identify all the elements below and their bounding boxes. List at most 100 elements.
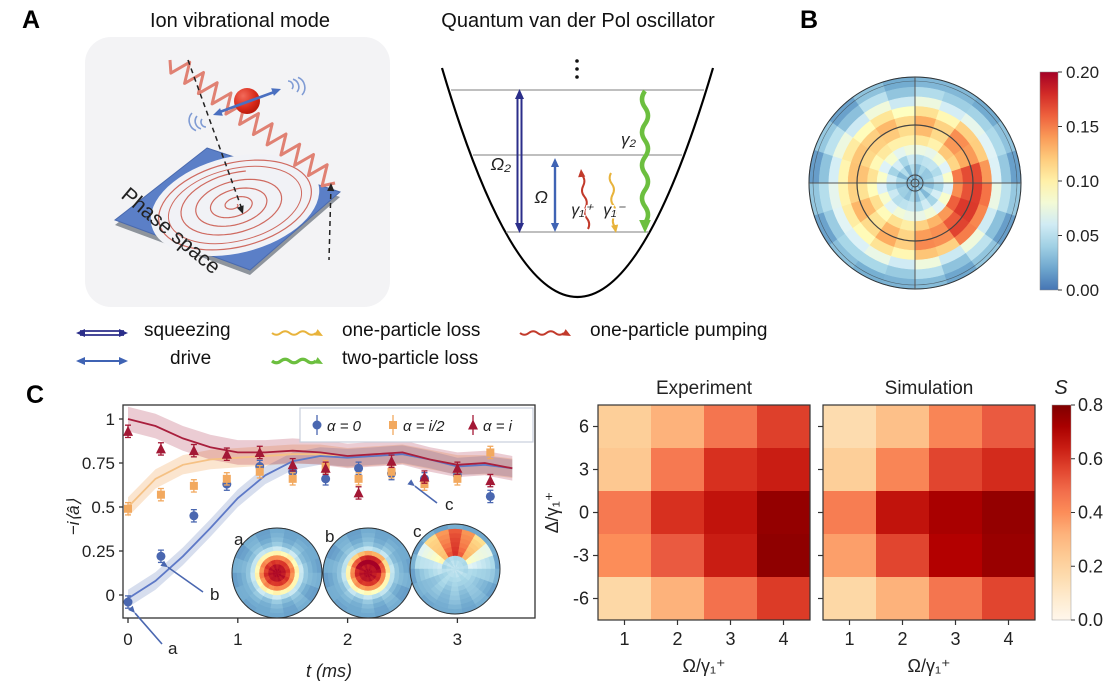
spring-coil [168, 59, 336, 188]
colorbar-gradient [1051, 404, 1072, 621]
data-point [420, 480, 429, 489]
polar-sector [450, 586, 460, 593]
colorbar-tick-label: 0.00 [1066, 281, 1099, 300]
heatmap-cell [598, 577, 651, 620]
heatmap-cell [982, 405, 1035, 448]
gamma1-plus-label: γ₁⁺ [571, 202, 594, 219]
y-tick-label: 1 [106, 410, 115, 429]
wavy [271, 357, 317, 365]
x-tick-label: 2 [672, 629, 682, 649]
motion-arcs [287, 80, 294, 90]
motion-arcs [292, 78, 300, 93]
annotation-label: b [210, 585, 219, 604]
polar-sector [362, 594, 374, 601]
heatmap-cell [757, 577, 810, 620]
y-axis-label: −i⟨â⟩ [65, 498, 83, 535]
two-particle-loss-icon [271, 357, 323, 365]
data-point [320, 462, 331, 473]
one-particle-pumping-label: one-particle pumping [590, 320, 768, 341]
projection-arrowhead [236, 205, 244, 214]
heatmap-cell [598, 405, 651, 448]
ellipsis-dot [575, 67, 579, 71]
heatmap-cell [823, 534, 876, 577]
colorbar-title: S [1054, 378, 1068, 399]
polar-outline-inner [812, 80, 1018, 286]
heatmap-cell [876, 534, 929, 577]
polar-sector [272, 549, 282, 556]
panel-b-label: B [800, 6, 819, 34]
y-tick-label: 3 [579, 460, 589, 480]
x-tick-label: 1 [844, 629, 854, 649]
y-tick-label: 0.75 [82, 454, 115, 473]
pumping-wavy-arrow [581, 174, 591, 230]
colorbar-gradient [1039, 71, 1059, 291]
polar-sector [362, 545, 374, 552]
heatmap-cell [704, 534, 757, 577]
data-point [485, 475, 496, 486]
heatmap-cell [823, 577, 876, 620]
data-point [453, 474, 462, 483]
legend-series-label: α = i [483, 418, 513, 435]
motion-arcs [200, 118, 207, 128]
colorbar-tick-label: 0.15 [1066, 118, 1099, 137]
heatmap-cell [876, 491, 929, 534]
heatmap-cell [823, 448, 876, 491]
squeezing-label: squeezing [144, 320, 231, 341]
data-point [354, 463, 364, 473]
squeezing-arrowhead [515, 89, 524, 99]
data-point [255, 467, 264, 476]
polar-center-circle [910, 178, 920, 188]
polar-sector [271, 594, 283, 601]
heatmap-cell [982, 491, 1035, 534]
heatmap-cell [982, 534, 1035, 577]
panel-a-label: A [22, 6, 41, 34]
data-point [189, 481, 198, 490]
x-tick-label: 4 [1003, 629, 1013, 649]
data-point [354, 474, 363, 483]
one-particle-loss-icon [271, 329, 323, 336]
data-point [188, 445, 199, 456]
data-point [221, 448, 232, 459]
heatmap-cell [704, 448, 757, 491]
inset-label: c [413, 522, 422, 541]
data-point [386, 455, 397, 466]
colorbar-tick-label: 0.0 [1078, 610, 1103, 630]
wavy [519, 330, 565, 336]
y-tick-label: 0.25 [82, 542, 115, 561]
data-point [486, 448, 495, 457]
heatmap-cell [704, 577, 757, 620]
wigner-inset-a [231, 527, 323, 619]
panel-c-label: C [26, 381, 45, 409]
heatmap-cell [651, 405, 704, 448]
oscillation-arrowhead [271, 88, 281, 96]
polar-sector [363, 549, 373, 556]
s-colorbar: S 0.8 0.6 0.4 0.2 0.0 [1051, 378, 1103, 630]
plot-border [122, 404, 536, 619]
arrowhead [314, 329, 323, 336]
polar-outline [409, 523, 501, 615]
two-particle-loss-wavy-arrow [639, 89, 651, 225]
legend-series-label: α = i/2 [403, 418, 445, 435]
arrowhead [76, 328, 85, 338]
heatmap-cell [823, 491, 876, 534]
phase-space-spiral [180, 170, 283, 236]
colorbar-tick-label: 0.6 [1078, 449, 1103, 469]
data-point [156, 551, 166, 561]
confidence-band [128, 406, 513, 481]
squeezing-icon [76, 328, 128, 338]
x-tick-label: 2 [343, 630, 352, 649]
polar-sector [449, 590, 461, 597]
heatmap-cell [704, 491, 757, 534]
data-point [123, 597, 133, 607]
annotation-arrow [414, 485, 438, 504]
legend-series-label: α = 0 [327, 418, 362, 435]
data-point [389, 421, 397, 429]
drive-label: drive [170, 348, 212, 369]
arrowhead [76, 356, 85, 366]
annotation-label: c [445, 495, 454, 514]
heatmap-cell [598, 534, 651, 577]
annotation-arrowhead [407, 479, 415, 487]
data-point [353, 487, 364, 498]
projection-arrowhead [327, 183, 335, 192]
qvdp-title: Quantum van der Pol oscillator [441, 10, 715, 32]
